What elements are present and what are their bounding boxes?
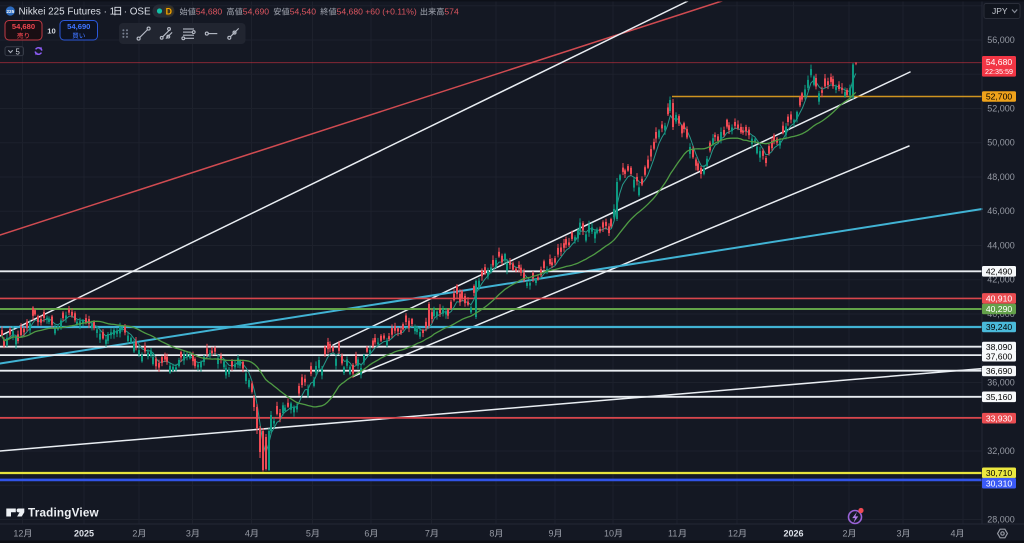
svg-text:46,000: 46,000 [987, 206, 1015, 216]
svg-text:2: 2 [843, 529, 848, 539]
svg-text:54,540: 54,540 [290, 7, 317, 17]
svg-text:12: 12 [13, 529, 23, 539]
svg-text:12: 12 [728, 529, 738, 539]
svg-text:39,240: 39,240 [986, 322, 1013, 332]
svg-text:54,680 +60 (+0.11%): 54,680 +60 (+0.11%) [337, 7, 417, 17]
svg-text:54,690: 54,690 [67, 22, 90, 31]
svg-text:36,690: 36,690 [986, 366, 1013, 376]
svg-text:28,000: 28,000 [987, 515, 1015, 525]
svg-text:574: 574 [444, 7, 459, 17]
svg-text:56,000: 56,000 [987, 35, 1015, 45]
svg-text:37,600: 37,600 [986, 351, 1013, 361]
svg-text:52,000: 52,000 [987, 104, 1015, 114]
svg-text:30,310: 30,310 [986, 478, 1013, 488]
svg-text:2026: 2026 [783, 529, 803, 539]
svg-text:5: 5 [306, 529, 311, 539]
svg-text:10: 10 [47, 27, 55, 36]
svg-text:4: 4 [245, 529, 250, 539]
svg-text:3: 3 [186, 529, 191, 539]
svg-text:8: 8 [489, 529, 494, 539]
svg-text:52,700: 52,700 [986, 92, 1013, 102]
svg-text:TradingView: TradingView [28, 507, 100, 520]
svg-text:54,680: 54,680 [196, 7, 223, 17]
svg-text:32,000: 32,000 [987, 446, 1015, 456]
svg-text:54,680: 54,680 [986, 57, 1013, 67]
svg-text:40,290: 40,290 [986, 304, 1013, 314]
svg-text:5: 5 [16, 47, 21, 56]
svg-text:30,710: 30,710 [986, 468, 1013, 478]
svg-text:3: 3 [897, 529, 902, 539]
svg-text:4: 4 [951, 529, 956, 539]
svg-text:42,490: 42,490 [986, 267, 1013, 277]
svg-text:33,930: 33,930 [986, 413, 1013, 423]
svg-text:50,000: 50,000 [987, 138, 1015, 148]
svg-text:22:35:59: 22:35:59 [985, 67, 1013, 76]
svg-text:36,000: 36,000 [987, 378, 1015, 388]
svg-text:42,000: 42,000 [987, 275, 1015, 285]
svg-text:44,000: 44,000 [987, 241, 1015, 251]
svg-text:35,160: 35,160 [986, 392, 1013, 402]
svg-text:7: 7 [425, 529, 430, 539]
svg-text:11: 11 [668, 529, 677, 539]
svg-text:2: 2 [132, 529, 137, 539]
svg-text:54,690: 54,690 [243, 7, 270, 17]
svg-text:9: 9 [549, 529, 554, 539]
svg-text:D: D [166, 6, 172, 16]
svg-text:225: 225 [6, 9, 14, 14]
svg-text:JPY: JPY [992, 6, 1008, 16]
svg-text:Nikkei 225 Futures · 1: Nikkei 225 Futures · 1 [19, 7, 116, 18]
svg-text:10: 10 [604, 529, 614, 539]
svg-text:38,090: 38,090 [986, 342, 1013, 352]
svg-text:2025: 2025 [74, 529, 94, 539]
svg-text:40,910: 40,910 [986, 294, 1013, 304]
svg-text:54,680: 54,680 [12, 22, 35, 31]
svg-text:6: 6 [364, 529, 369, 539]
svg-text:48,000: 48,000 [987, 172, 1015, 182]
svg-text:· OSE: · OSE [124, 7, 151, 18]
